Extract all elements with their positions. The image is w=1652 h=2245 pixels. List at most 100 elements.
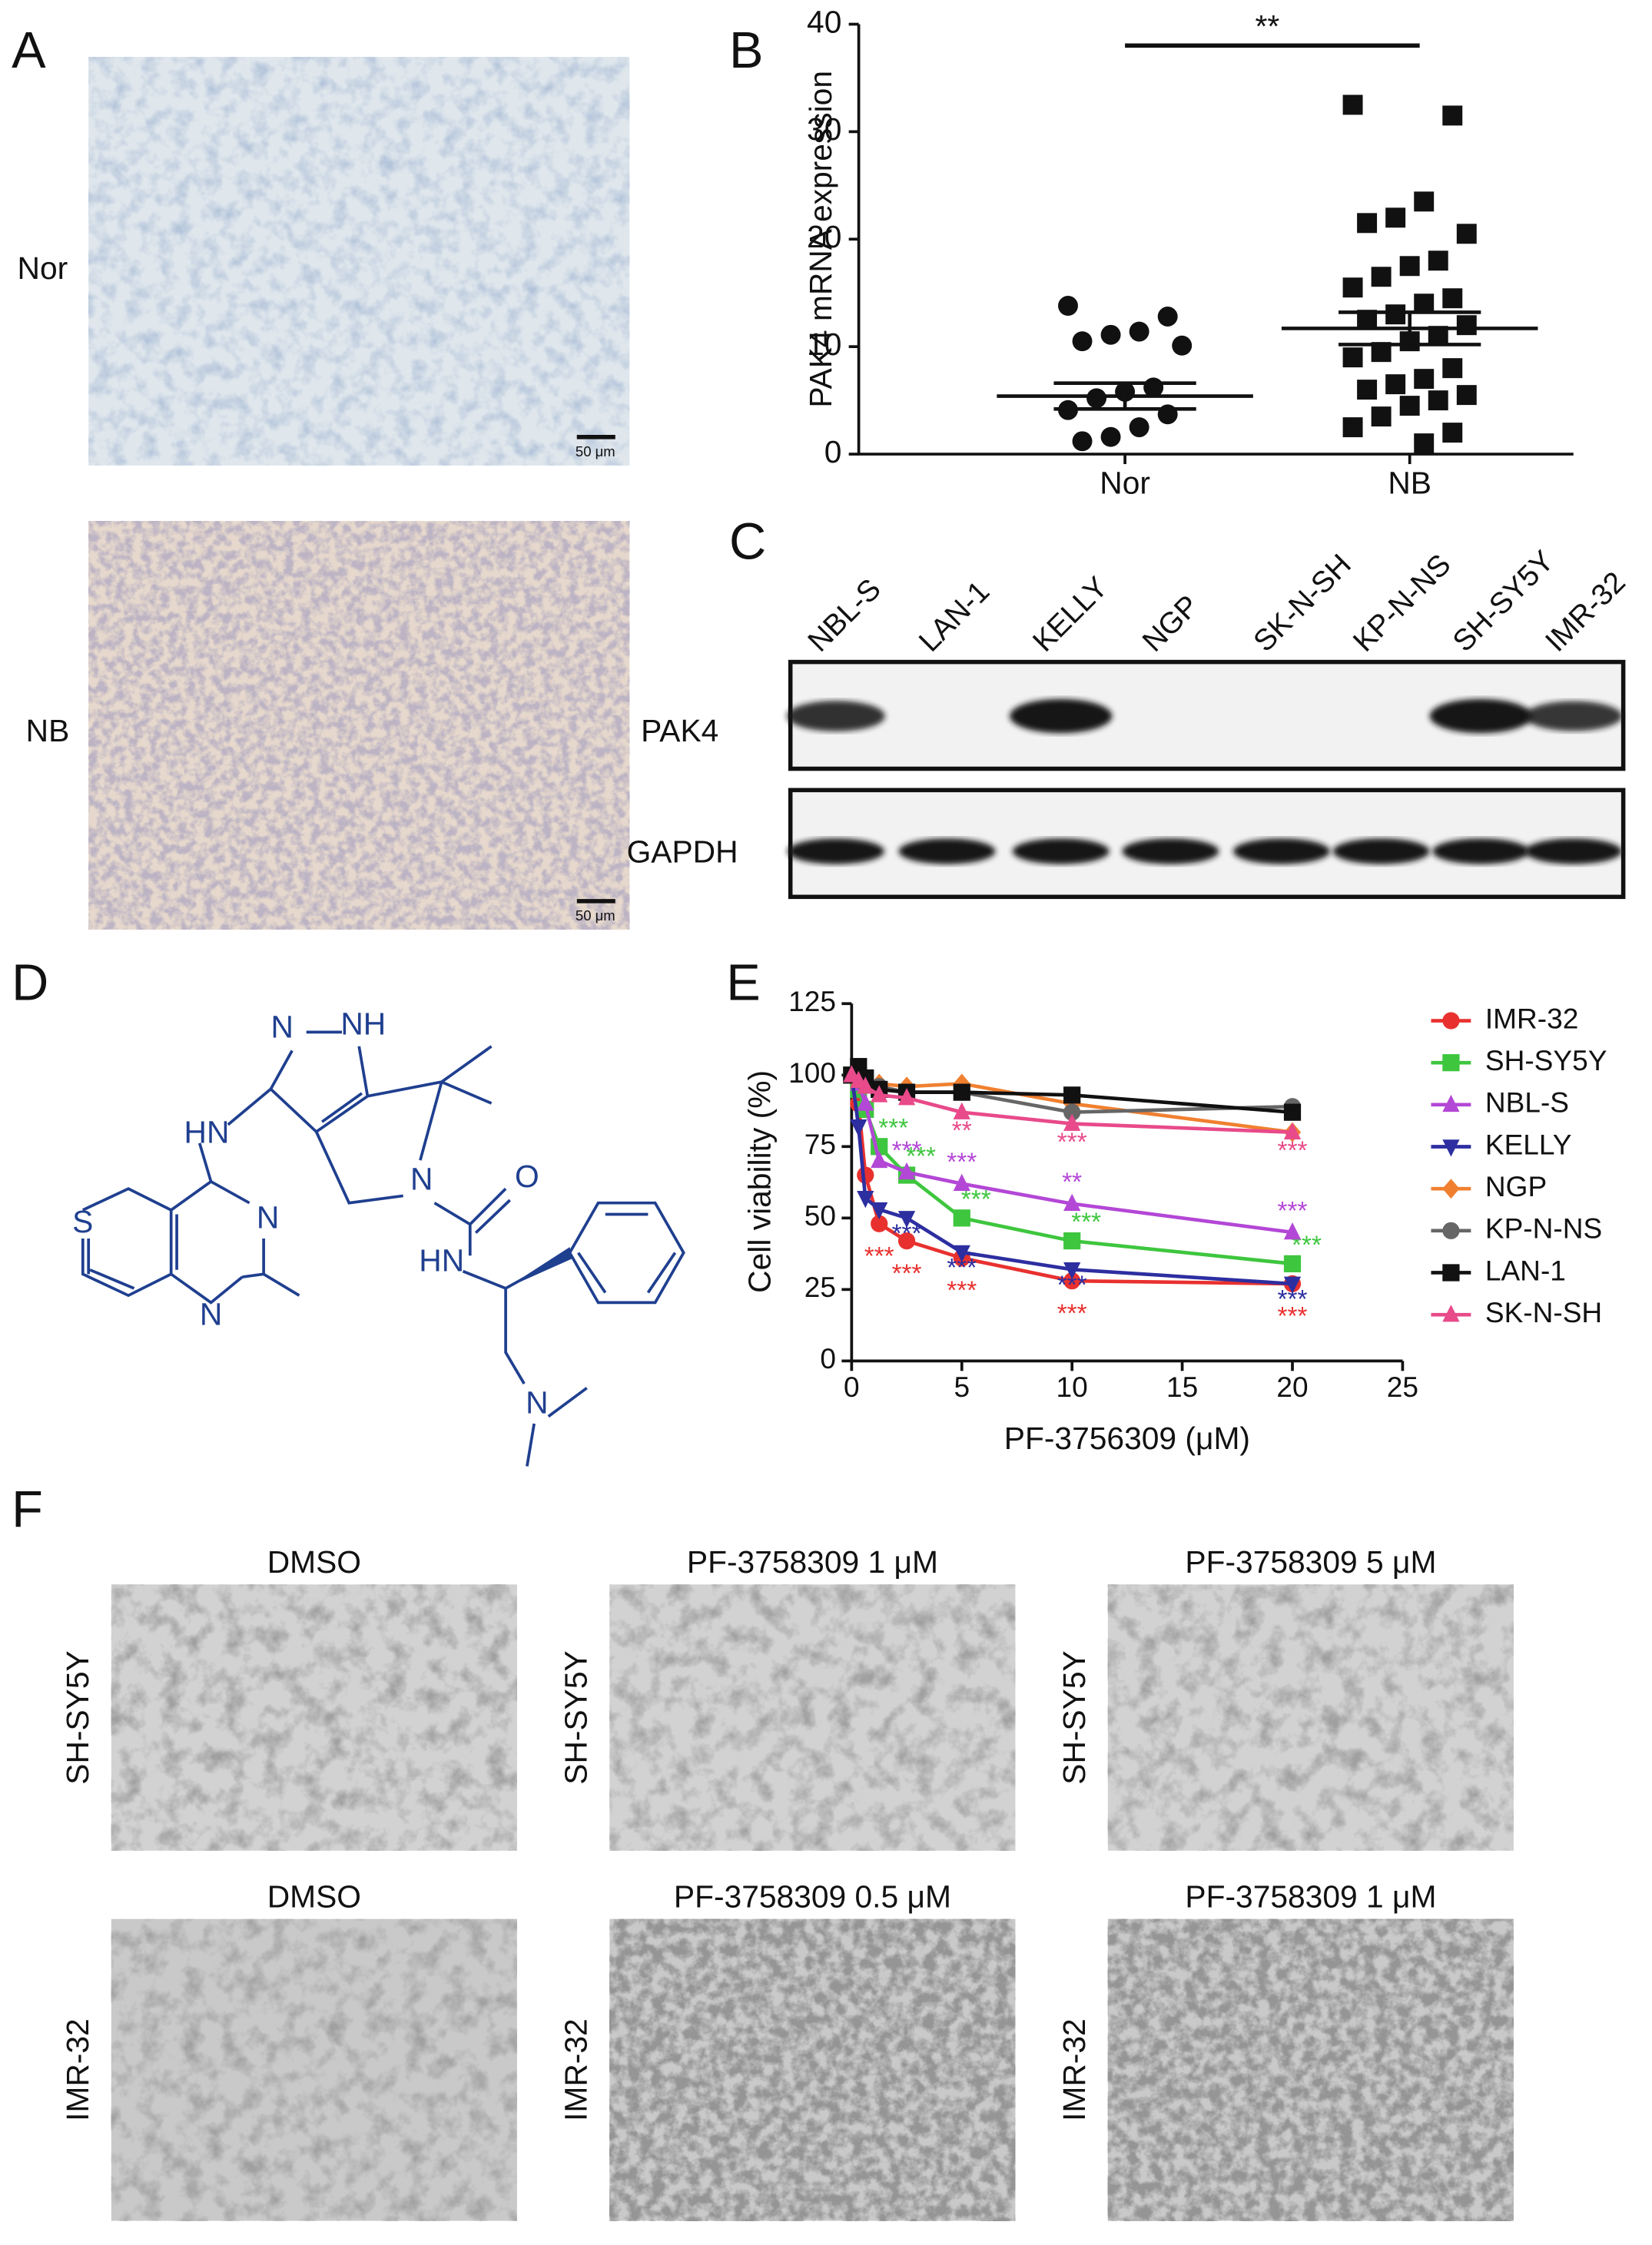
bond xyxy=(269,1046,370,1134)
micrograph-texture xyxy=(88,57,630,466)
band xyxy=(1524,838,1622,864)
y-tick-label: 20 xyxy=(807,219,841,254)
y-tick-label: 100 xyxy=(788,1056,836,1089)
band xyxy=(1122,838,1219,864)
lane-label: LAN-1 xyxy=(913,575,996,658)
lane-label: KP-N-NS xyxy=(1347,548,1458,658)
marker xyxy=(1063,1103,1081,1121)
series-line xyxy=(850,1074,1293,1286)
point xyxy=(1399,256,1420,277)
column-title: PF-3758309 1 μM xyxy=(1185,1879,1436,1915)
point xyxy=(1086,388,1107,409)
point xyxy=(1385,374,1406,395)
row-label: SH-SY5Y xyxy=(1057,1650,1092,1784)
x-tick-label: 0 xyxy=(844,1371,860,1403)
legend-label: SK-N-SH xyxy=(1485,1296,1602,1328)
column-title: PF-3758309 0.5 μM xyxy=(674,1879,951,1915)
marker xyxy=(857,1191,874,1209)
marker xyxy=(953,1173,970,1191)
bond xyxy=(321,1092,363,1123)
significance-label: *** xyxy=(1071,1209,1101,1237)
marker xyxy=(857,1093,874,1111)
significance-label: *** xyxy=(892,1259,922,1288)
significance-label: *** xyxy=(892,1137,922,1166)
point xyxy=(1342,347,1363,368)
legend-label: KELLY xyxy=(1485,1128,1572,1160)
point xyxy=(1072,331,1093,352)
row-label: IMR-32 xyxy=(60,2018,95,2121)
point xyxy=(1428,250,1448,271)
x-axis-title: PF-3756309 (μM) xyxy=(1004,1421,1250,1456)
y-tick-label: 125 xyxy=(788,985,836,1017)
lane-label: KELLY xyxy=(1027,571,1114,658)
point xyxy=(1385,304,1406,325)
y-tick-label: 25 xyxy=(804,1271,836,1303)
marker xyxy=(850,1119,867,1137)
marker xyxy=(1063,1113,1081,1131)
point xyxy=(1442,105,1463,126)
legend-label: KP-N-NS xyxy=(1485,1212,1602,1245)
point xyxy=(1357,380,1378,400)
significance-label: *** xyxy=(906,1142,936,1171)
bond xyxy=(433,1187,588,1467)
significance-label: ** xyxy=(1062,1169,1082,1197)
band xyxy=(1010,698,1113,734)
micrograph-grid: DMSO SH-SY5Y PF-3758309 1 μM SH-SY5Y PF-3758… xyxy=(60,1544,1514,2221)
row-label: GAPDH xyxy=(627,834,738,869)
scale-bar-label: 50 μm xyxy=(576,907,615,924)
legend-label: NGP xyxy=(1485,1170,1547,1202)
atom-label: N xyxy=(410,1162,433,1197)
micrograph-texture xyxy=(111,1584,517,1851)
marker xyxy=(953,1209,970,1227)
legend-marker xyxy=(1442,1094,1460,1113)
y-tick-label: 40 xyxy=(807,4,841,39)
point xyxy=(1172,335,1193,356)
y-tick-label: 10 xyxy=(807,327,841,362)
marker xyxy=(1063,1262,1081,1280)
bond xyxy=(314,1045,493,1205)
marker xyxy=(1063,1193,1081,1211)
band xyxy=(1432,838,1530,864)
point xyxy=(1385,207,1406,228)
point xyxy=(1357,213,1378,234)
row-label: PAK4 xyxy=(641,713,718,748)
point xyxy=(1428,390,1448,411)
bond xyxy=(81,1088,300,1305)
legend-marker xyxy=(1442,1264,1460,1282)
legend-label: LAN-1 xyxy=(1485,1254,1566,1286)
marker xyxy=(897,1211,916,1229)
y-tick-label: 30 xyxy=(807,111,841,147)
y-tick-label: 0 xyxy=(820,1342,836,1375)
point xyxy=(1414,369,1435,390)
significance-label: *** xyxy=(1057,1128,1087,1156)
band xyxy=(787,838,884,864)
micrograph-texture xyxy=(111,1918,517,2221)
significance-label: *** xyxy=(1278,1302,1308,1331)
point xyxy=(1456,315,1477,336)
row-label: SH-SY5Y xyxy=(558,1650,593,1784)
wedge-bond xyxy=(506,1247,573,1288)
marker xyxy=(1283,1103,1302,1121)
lane-label: NGP xyxy=(1136,589,1206,658)
x-tick-label: 25 xyxy=(1387,1371,1418,1403)
row-label: IMR-32 xyxy=(558,2018,593,2121)
legend-marker xyxy=(1442,1305,1460,1322)
significance-label: *** xyxy=(1278,1285,1308,1314)
legend-label: IMR-32 xyxy=(1485,1002,1578,1034)
marker xyxy=(953,1102,970,1119)
legend-marker xyxy=(1442,1054,1460,1072)
micrograph-texture xyxy=(88,521,630,930)
marker xyxy=(953,1245,970,1262)
marker xyxy=(897,1162,916,1180)
significance-label: *** xyxy=(1278,1136,1308,1165)
point xyxy=(1414,433,1435,454)
point xyxy=(1100,426,1121,447)
atom-label: N xyxy=(200,1297,222,1332)
marker xyxy=(1283,1222,1302,1240)
marker xyxy=(897,1088,916,1106)
atom-label: HN xyxy=(419,1242,464,1278)
point xyxy=(1371,267,1392,287)
band xyxy=(1012,838,1110,864)
legend-label: SH-SY5Y xyxy=(1485,1044,1607,1076)
row-label: NB xyxy=(26,713,70,748)
